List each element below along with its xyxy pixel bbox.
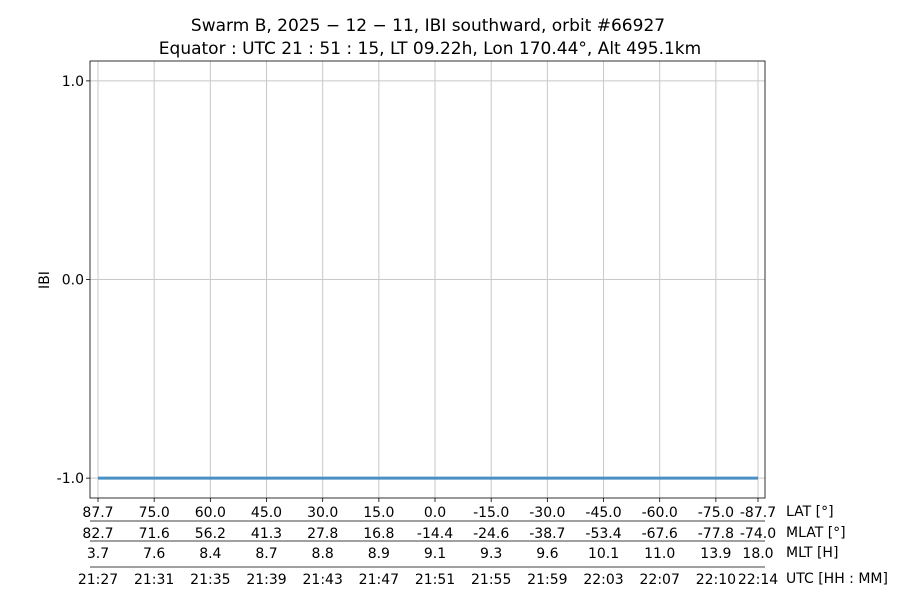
x-tick-label-r3-1: 21:31 — [134, 572, 174, 588]
x-tick-label-r0-11: -75.0 — [698, 505, 734, 521]
chart-title-line1: Swarm B, 2025 − 12 − 11, IBI southward, … — [191, 16, 665, 36]
x-tick-label-r1-8: -38.7 — [529, 526, 565, 542]
row-label-2: MLT [H] — [786, 545, 838, 561]
x-tick-label-r1-6: -14.4 — [417, 526, 453, 542]
row-label-0: LAT [°] — [786, 504, 834, 520]
x-tick-label-r3-12: 22:14 — [738, 572, 778, 588]
x-tick-label-r0-8: -30.0 — [529, 505, 565, 521]
x-tick-label-r3-3: 21:39 — [246, 572, 286, 588]
x-tick-label-r0-4: 30.0 — [307, 505, 338, 521]
x-tick-label-r0-1: 75.0 — [139, 505, 170, 521]
x-tick-label-r2-8: 9.6 — [536, 546, 558, 562]
x-tick-label-r3-0: 21:27 — [78, 572, 118, 588]
x-tick-label-r1-9: -53.4 — [585, 526, 621, 542]
x-tick-label-r3-9: 22:03 — [583, 572, 623, 588]
x-tick-label-r1-2: 56.2 — [195, 526, 226, 542]
x-tick-label-r2-1: 7.6 — [143, 546, 165, 562]
x-tick-label-r2-9: 10.1 — [588, 546, 619, 562]
x-tick-label-r0-0: 87.7 — [82, 505, 113, 521]
x-tick-label-r2-3: 8.7 — [255, 546, 277, 562]
y-tick-label-2: 1.0 — [62, 74, 84, 90]
grid-lines — [90, 61, 765, 498]
x-tick-label-r2-4: 8.8 — [312, 546, 334, 562]
x-tick-label-r3-10: 22:07 — [640, 572, 680, 588]
x-tick-label-r0-12: -87.7 — [740, 505, 776, 521]
x-tick-rows: 87.7 75.0 60.0 45.0 30.0 15.0 0.0 -15.0 -30.0 -45… — [78, 498, 888, 588]
x-tick-label-r3-6: 21:51 — [415, 572, 455, 588]
x-tick-label-r1-10: -67.6 — [642, 526, 678, 542]
y-tick-label-0: -1.0 — [57, 471, 84, 487]
x-tick-label-r3-4: 21:43 — [303, 572, 343, 588]
x-tick-label-r0-2: 60.0 — [195, 505, 226, 521]
x-tick-label-r1-12: -74.0 — [740, 526, 776, 542]
y-ticks: -1.0 0.0 1.0 — [57, 74, 90, 487]
x-tick-label-r3-8: 21:59 — [527, 572, 567, 588]
x-tick-label-r1-5: 16.8 — [363, 526, 394, 542]
x-tick-label-r1-4: 27.8 — [307, 526, 338, 542]
x-tick-label-r3-7: 21:55 — [471, 572, 511, 588]
x-tick-label-r2-2: 8.4 — [199, 546, 221, 562]
x-tick-label-r0-10: -60.0 — [642, 505, 678, 521]
x-tick-label-r3-2: 21:35 — [190, 572, 230, 588]
x-tick-label-r2-11: 13.9 — [700, 546, 731, 562]
x-tick-label-r2-7: 9.3 — [480, 546, 502, 562]
x-tick-label-r1-7: -24.6 — [473, 526, 509, 542]
x-tick-label-r1-0: 82.7 — [82, 526, 113, 542]
x-tick-label-r3-11: 22:10 — [696, 572, 736, 588]
x-tick-label-r3-5: 21:47 — [359, 572, 399, 588]
chart-title-line2: Equator : UTC 21 : 51 : 15, LT 09.22h, L… — [159, 39, 701, 59]
x-tick-label-r2-10: 11.0 — [644, 546, 675, 562]
row-label-3: UTC [HH : MM] — [786, 571, 888, 587]
x-tick-label-r2-6: 9.1 — [424, 546, 446, 562]
x-tick-label-r2-12: 18.0 — [742, 546, 773, 562]
y-axis-label: IBI — [37, 271, 53, 289]
x-tick-label-r0-7: -15.0 — [473, 505, 509, 521]
x-tick-label-r2-0: 3.7 — [87, 546, 109, 562]
x-tick-label-r0-6: 0.0 — [424, 505, 446, 521]
x-tick-label-r0-3: 45.0 — [251, 505, 282, 521]
x-tick-label-r2-5: 8.9 — [368, 546, 390, 562]
x-tick-label-r1-3: 41.3 — [251, 526, 282, 542]
x-tick-label-r0-9: -45.0 — [585, 505, 621, 521]
x-tick-label-r1-1: 71.6 — [139, 526, 170, 542]
x-tick-label-r0-5: 15.0 — [363, 505, 394, 521]
x-tick-label-r1-11: -77.8 — [698, 526, 734, 542]
y-tick-label-1: 0.0 — [62, 273, 84, 289]
row-label-1: MLAT [°] — [786, 525, 846, 541]
